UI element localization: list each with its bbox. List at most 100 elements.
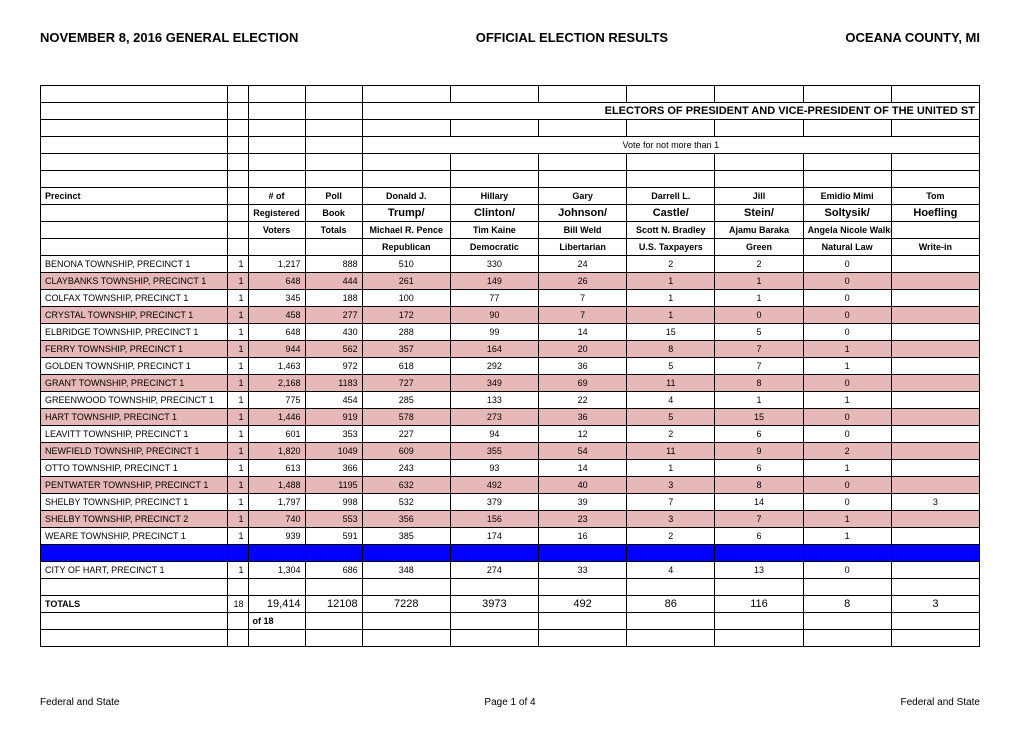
precinct-reg: 939: [248, 528, 305, 545]
precinct-poll: 277: [305, 307, 362, 324]
cand-vp-4: Ajamu Baraka: [715, 222, 803, 239]
vote-note: Vote for not more than 1: [362, 137, 979, 154]
header-row-2: Registered Book Trump/ Clinton/ Johnson/…: [41, 205, 980, 222]
header-row-4: Republican Democratic Libertarian U.S. T…: [41, 239, 980, 256]
cell: 5: [627, 358, 715, 375]
precinct-reg: 1,820: [248, 443, 305, 460]
precinct-n: 1: [227, 392, 248, 409]
cell: 133: [450, 392, 538, 409]
cand-first-6: Tom: [891, 188, 979, 205]
cell: 77: [450, 290, 538, 307]
cell: 0: [803, 307, 891, 324]
totals-cell: 492: [539, 596, 627, 613]
cell: 24: [539, 256, 627, 273]
cell: 12: [539, 426, 627, 443]
table-row: HART TOWNSHIP, PRECINCT 111,446919578273…: [41, 409, 980, 426]
cell: 379: [450, 494, 538, 511]
cell: 11: [627, 443, 715, 460]
precinct-poll: 188: [305, 290, 362, 307]
precinct-reg: 1,446: [248, 409, 305, 426]
precinct-n: 1: [227, 443, 248, 460]
precinct-name: BENONA TOWNSHIP, PRECINCT 1: [41, 256, 228, 273]
cell: 39: [539, 494, 627, 511]
cell: 8: [715, 477, 803, 494]
precinct-n: 1: [227, 494, 248, 511]
cell: [891, 256, 979, 273]
cell: [891, 409, 979, 426]
precinct-reg: 740: [248, 511, 305, 528]
cell: 15: [627, 324, 715, 341]
cell: 8: [715, 375, 803, 392]
table-row: SHELBY TOWNSHIP, PRECINCT 21740553356156…: [41, 511, 980, 528]
precinct-reg: 1,304: [248, 562, 305, 579]
precinct-name: GOLDEN TOWNSHIP, PRECINCT 1: [41, 358, 228, 375]
precinct-n: 1: [227, 341, 248, 358]
precinct-name: HART TOWNSHIP, PRECINCT 1: [41, 409, 228, 426]
blank-row: [41, 171, 980, 188]
cell: 33: [539, 562, 627, 579]
cell: 1: [803, 460, 891, 477]
cand-ticket-2: Johnson/: [539, 205, 627, 222]
table-row: COLFAX TOWNSHIP, PRECINCT 11345188100777…: [41, 290, 980, 307]
totals-row: TOTALS 18 19,414 12108 7228 3973 492 86 …: [41, 596, 980, 613]
cell: 156: [450, 511, 538, 528]
cell: 0: [803, 494, 891, 511]
cell: 7: [539, 290, 627, 307]
cand-ticket-3: Castle/: [627, 205, 715, 222]
precinct-n: 1: [227, 409, 248, 426]
precinct-poll: 686: [305, 562, 362, 579]
cell: [891, 477, 979, 494]
totals-cell: 7228: [362, 596, 450, 613]
precinct-name: PENTWATER TOWNSHIP, PRECINCT 1: [41, 477, 228, 494]
cell: 5: [715, 324, 803, 341]
cell: 1: [803, 358, 891, 375]
cell: 164: [450, 341, 538, 358]
cell: 90: [450, 307, 538, 324]
cell: 0: [803, 426, 891, 443]
precinct-poll: 1183: [305, 375, 362, 392]
cell: 40: [539, 477, 627, 494]
cell: 0: [803, 256, 891, 273]
cell: 14: [539, 460, 627, 477]
cell: 1: [715, 392, 803, 409]
cell: [891, 460, 979, 477]
cell: 7: [627, 494, 715, 511]
cell: 1: [715, 290, 803, 307]
cand-vp-2: Bill Weld: [539, 222, 627, 239]
cand-ticket-6: Hoefling: [891, 205, 979, 222]
cell: 54: [539, 443, 627, 460]
cell: 3: [627, 477, 715, 494]
precinct-poll: 444: [305, 273, 362, 290]
separator-bar: [41, 545, 980, 562]
cell: 243: [362, 460, 450, 477]
cell: 7: [715, 358, 803, 375]
precinct-n: 1: [227, 562, 248, 579]
precinct-n: 1: [227, 477, 248, 494]
cell: 14: [715, 494, 803, 511]
cell: 632: [362, 477, 450, 494]
cell: [891, 528, 979, 545]
cell: [891, 443, 979, 460]
precinct-n: 1: [227, 273, 248, 290]
table-row: GRANT TOWNSHIP, PRECINCT 112,16811837273…: [41, 375, 980, 392]
col-poll: Poll: [305, 188, 362, 205]
precinct-n: 1: [227, 324, 248, 341]
precinct-reg: 944: [248, 341, 305, 358]
cand-party-4: Green: [715, 239, 803, 256]
of-note: of 18: [248, 613, 305, 630]
cell: 0: [803, 273, 891, 290]
cell: 609: [362, 443, 450, 460]
cell: [891, 358, 979, 375]
header-row-1: Precinct # of Poll Donald J. Hillary Gar…: [41, 188, 980, 205]
cell: 2: [803, 443, 891, 460]
cell: 7: [715, 511, 803, 528]
cell: 1: [627, 273, 715, 290]
totals-label: TOTALS: [41, 596, 228, 613]
precinct-poll: 430: [305, 324, 362, 341]
table-row: NEWFIELD TOWNSHIP, PRECINCT 111,82010496…: [41, 443, 980, 460]
precinct-name: NEWFIELD TOWNSHIP, PRECINCT 1: [41, 443, 228, 460]
precinct-n: 1: [227, 290, 248, 307]
cell: 0: [715, 307, 803, 324]
cell: 274: [450, 562, 538, 579]
table-row: BENONA TOWNSHIP, PRECINCT 111,2178885103…: [41, 256, 980, 273]
